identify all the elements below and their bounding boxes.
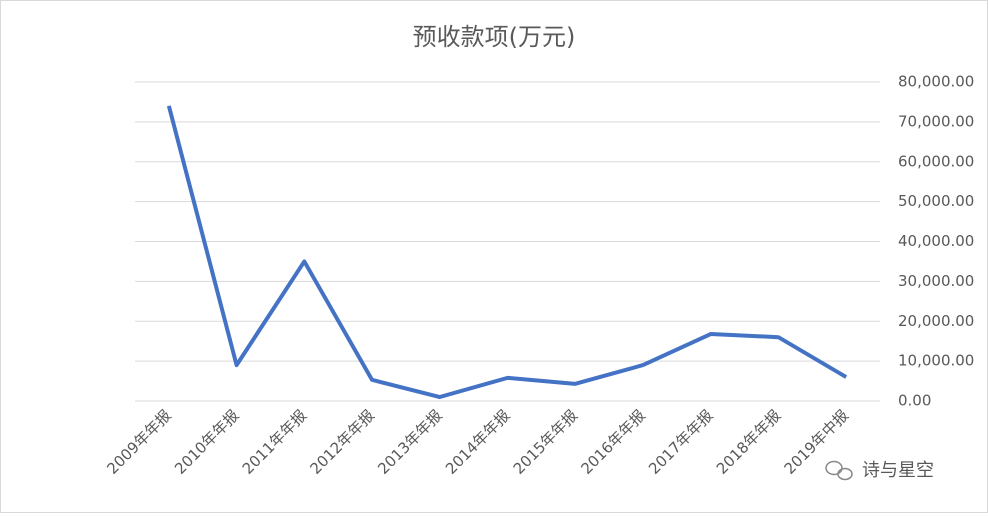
y-tick-label: 60,000.00 (898, 152, 974, 170)
chart-title: 预收款项(万元) (413, 23, 576, 51)
y-tick-label: 30,000.00 (898, 272, 974, 290)
y-tick-label: 80,000.00 (898, 73, 974, 91)
y-tick-label: 0.00 (898, 392, 931, 410)
y-tick-label: 50,000.00 (898, 192, 974, 210)
y-tick-label: 10,000.00 (898, 352, 974, 370)
data-line (166, 105, 848, 400)
watermark-icon (825, 460, 853, 481)
y-tick-label: 40,000.00 (898, 232, 974, 250)
y-tick-label: 20,000.00 (898, 312, 974, 330)
watermark: 诗与星空 (862, 460, 934, 481)
y-tick-label: 70,000.00 (898, 112, 974, 130)
